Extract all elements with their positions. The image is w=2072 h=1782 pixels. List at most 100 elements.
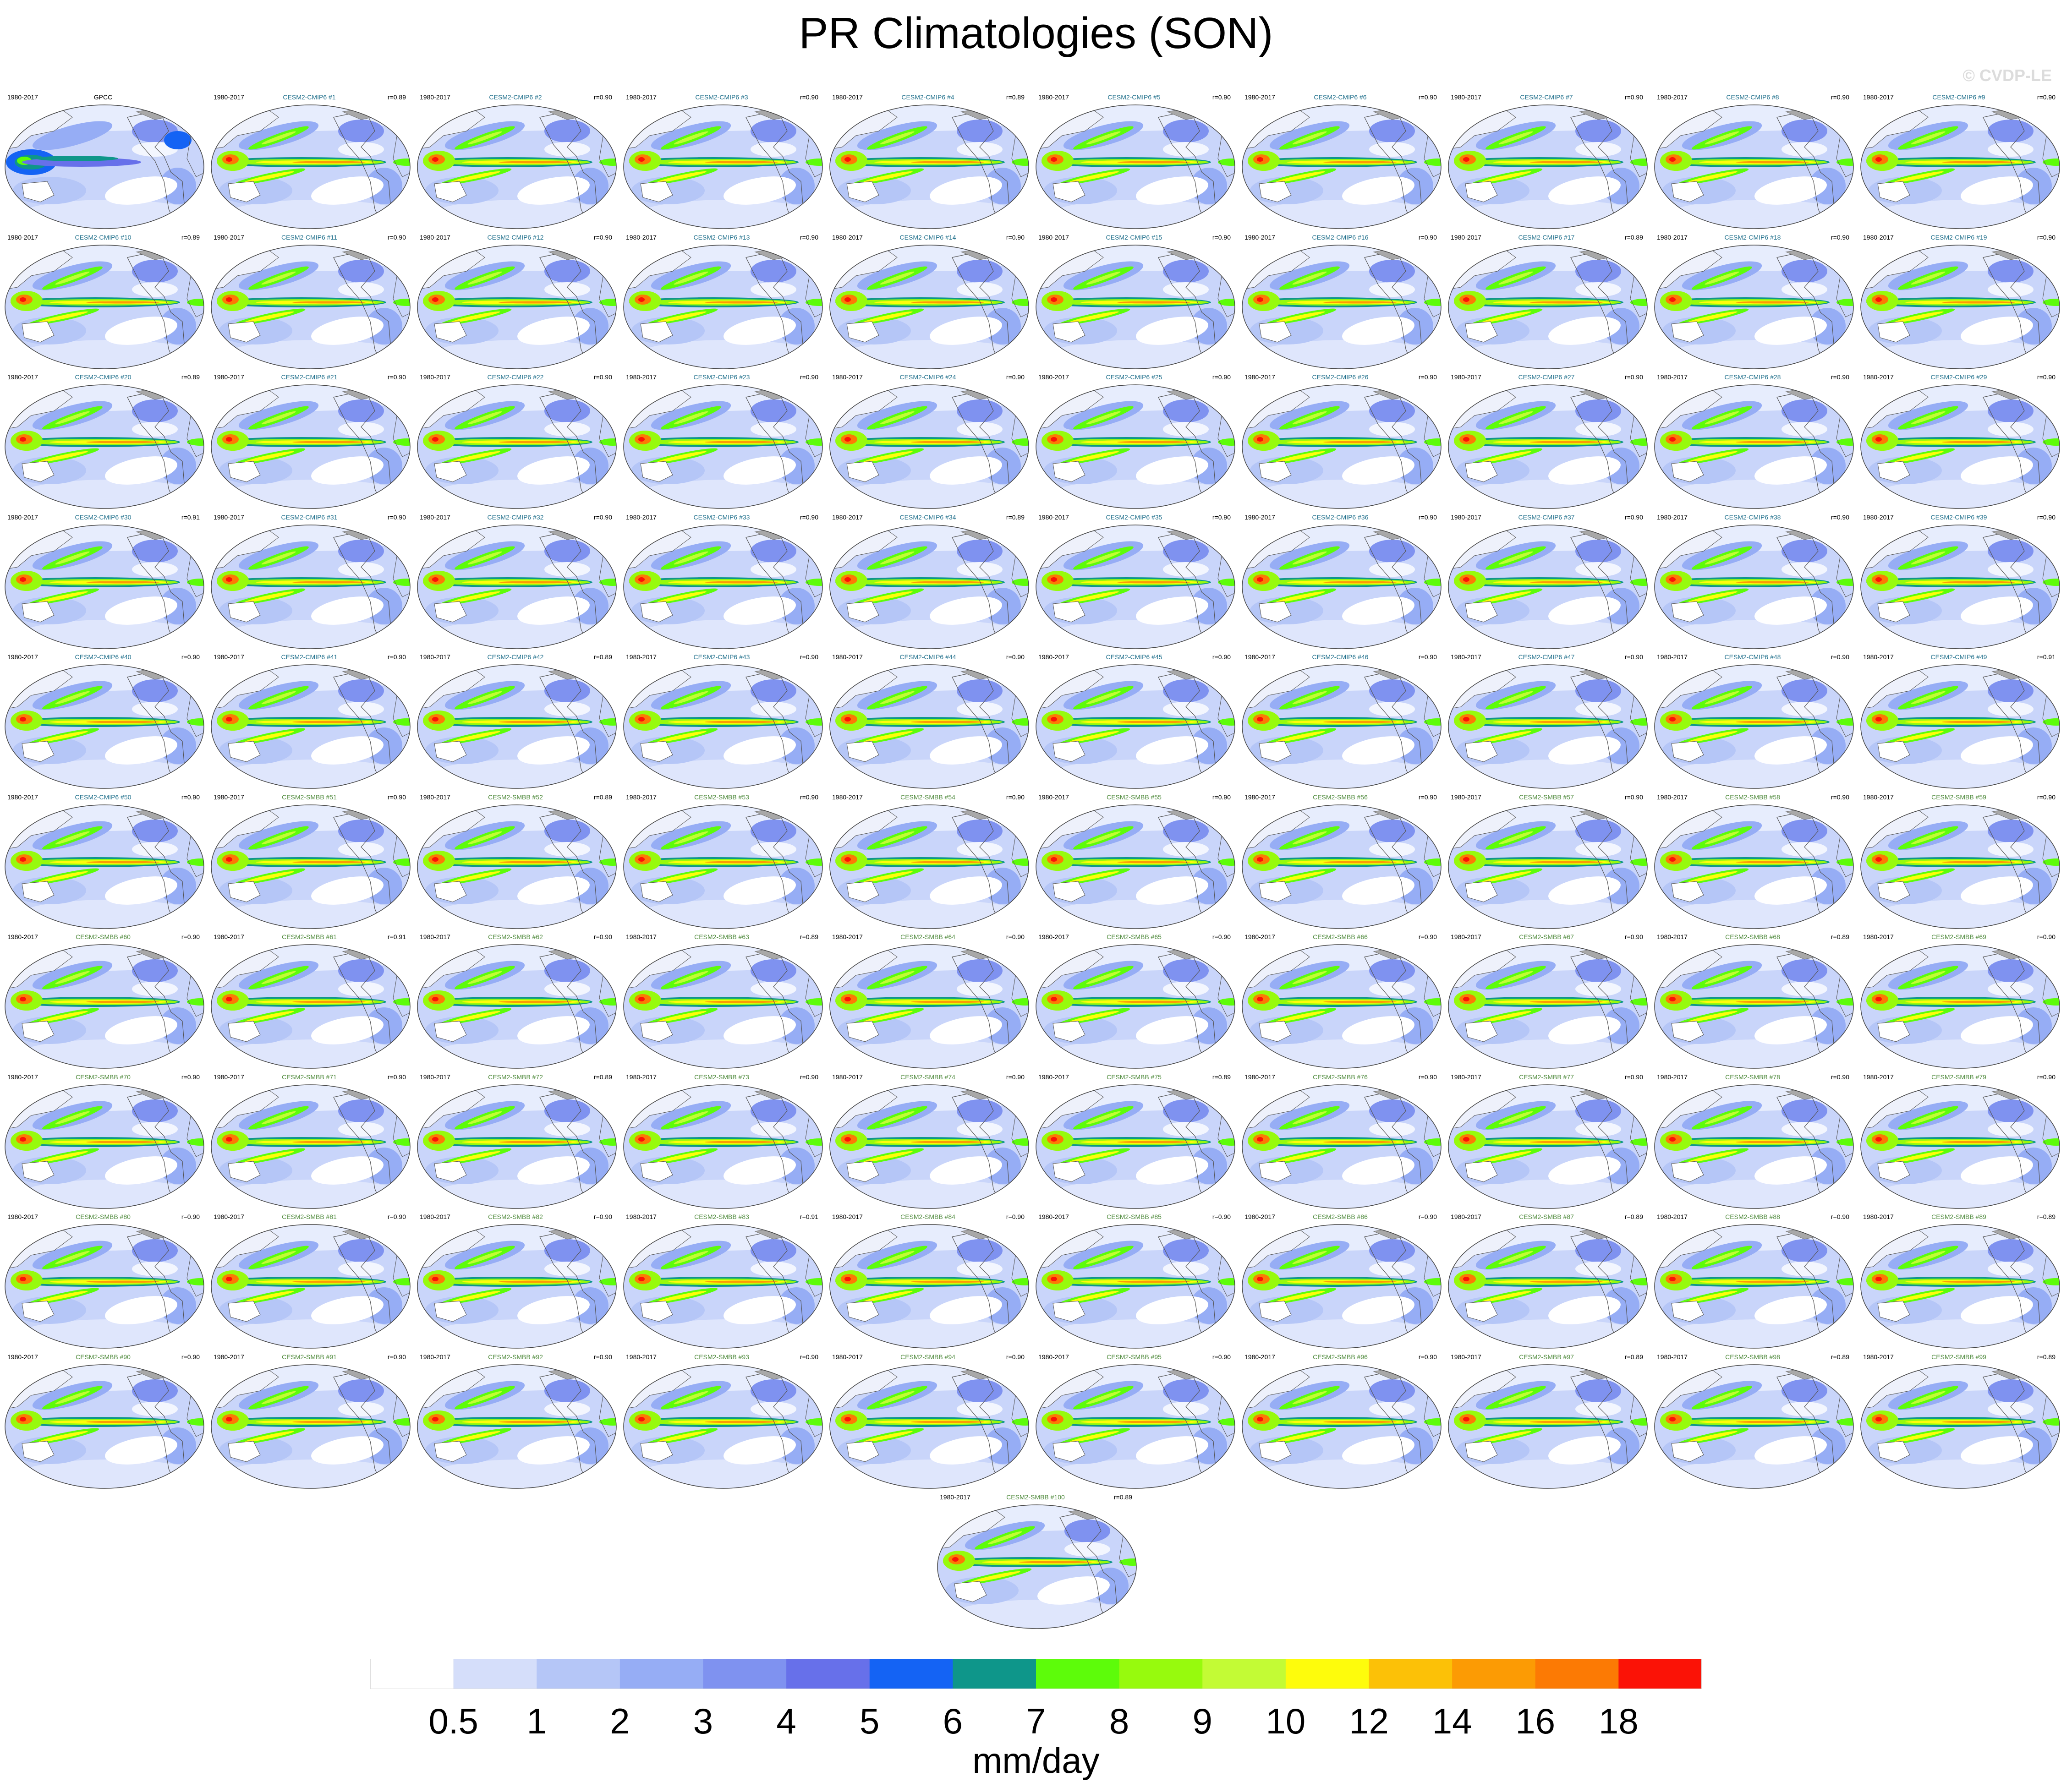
panel-correlation: r=0.89 [800,933,818,940]
map-panel: 1980-2017 CESM2-SMBB #58 r=0.90 [1650,793,1856,931]
panel-period: 1980-2017 [214,1213,244,1220]
panel-correlation: r=0.90 [1212,1213,1231,1220]
panel-period: 1980-2017 [1038,793,1069,801]
panel-correlation: r=0.90 [2037,373,2056,381]
panel-correlation: r=0.90 [1418,1073,1437,1081]
panel-correlation: r=0.90 [1624,653,1643,661]
panel-period: 1980-2017 [214,1073,244,1081]
panel-title: CESM2-SMBB #83 [694,1213,749,1220]
panel-title: CESM2-CMIP6 #27 [1518,373,1575,381]
colorbar-tick-label: 3 [693,1701,713,1741]
map-panel: 1980-2017 CESM2-SMBB #84 r=0.90 [825,1213,1031,1350]
map-panel: 1980-2017 CESM2-SMBB #71 r=0.90 [206,1073,412,1211]
precip-map [417,524,617,649]
map-panel: 1980-2017 CESM2-CMIP6 #44 r=0.90 [825,653,1031,791]
precip-map [1036,1364,1235,1489]
precip-map [829,524,1029,649]
panel-period: 1980-2017 [1657,1353,1688,1361]
precip-map [1860,1224,2060,1349]
panel-correlation: r=0.90 [1624,933,1643,940]
precip-map [937,1504,1137,1629]
panel-correlation: r=0.90 [387,793,406,801]
panel-correlation: r=0.90 [1006,1073,1025,1081]
map-panel: 1980-2017 CESM2-CMIP6 #41 r=0.90 [206,653,412,791]
precip-map [1654,1224,1854,1349]
panel-period: 1980-2017 [420,93,450,101]
panel-correlation: r=0.89 [2037,1213,2056,1220]
panel-title: CESM2-CMIP6 #14 [899,233,956,241]
precip-map [1036,104,1235,229]
map-panel: 1980-2017 CESM2-CMIP6 #7 r=0.90 [1443,93,1650,231]
map-panel: 1980-2017 CESM2-CMIP6 #46 r=0.90 [1237,653,1443,791]
panel-correlation: r=0.90 [1006,373,1025,381]
panel-correlation: r=0.90 [1006,933,1025,940]
panel-title: CESM2-CMIP6 #50 [75,793,132,801]
map-panel: 1980-2017 CESM2-CMIP6 #11 r=0.90 [206,234,412,371]
panel-period: 1980-2017 [1244,513,1275,521]
panel-period: 1980-2017 [1038,1213,1069,1220]
map-panel: 1980-2017 CESM2-SMBB #74 r=0.90 [825,1073,1031,1211]
colorbar-swatch [703,1659,787,1689]
panel-correlation: r=0.90 [1212,653,1231,661]
colorbar-tick-label: 7 [1026,1701,1046,1741]
panel-correlation: r=0.89 [1624,1353,1643,1361]
map-panel: 1980-2017 CESM2-SMBB #55 r=0.90 [1031,793,1237,931]
panel-title: CESM2-CMIP6 #19 [1930,233,1987,241]
panel-title: CESM2-CMIP6 #8 [1726,93,1779,101]
map-panel: 1980-2017 CESM2-CMIP6 #40 r=0.90 [0,653,206,791]
panel-period: 1980-2017 [7,1213,38,1220]
map-panel: 1980-2017 CESM2-CMIP6 #5 r=0.90 [1031,93,1237,231]
panel-title: CESM2-CMIP6 #46 [1312,653,1369,661]
panel-period: 1980-2017 [1451,93,1481,101]
precip-map [1860,944,2060,1069]
panel-title: CESM2-CMIP6 #35 [1106,513,1162,521]
precip-map [1654,384,1854,509]
panel-title: CESM2-CMIP6 #48 [1724,653,1781,661]
panel-title: CESM2-CMIP6 #32 [487,513,544,521]
map-panel: 1980-2017 CESM2-SMBB #93 r=0.90 [619,1353,825,1491]
precip-map [5,1364,204,1489]
map-panel: 1980-2017 CESM2-SMBB #54 r=0.90 [825,793,1031,931]
precip-map [623,804,823,929]
panel-title: CESM2-SMBB #58 [1725,793,1780,801]
colorbar-units: mm/day [972,1740,1100,1781]
panel-correlation: r=0.89 [181,373,200,381]
panel-title: CESM2-CMIP6 #40 [75,653,132,661]
map-panel: 1980-2017 CESM2-CMIP6 #10 r=0.89 [0,234,206,371]
panel-title: CESM2-CMIP6 #10 [75,233,132,241]
map-panel: 1980-2017 CESM2-CMIP6 #14 r=0.90 [825,234,1031,371]
map-panel: 1980-2017 CESM2-SMBB #77 r=0.90 [1443,1073,1650,1211]
panel-title: CESM2-CMIP6 #16 [1312,233,1369,241]
map-panel: 1980-2017 CESM2-SMBB #95 r=0.90 [1031,1353,1237,1491]
map-panel: 1980-2017 CESM2-SMBB #100 r=0.89 [932,1493,1139,1631]
panel-title: CESM2-SMBB #66 [1313,933,1368,940]
panel-title: CESM2-SMBB #79 [1931,1073,1986,1081]
panel-title: CESM2-CMIP6 #1 [283,93,336,101]
panel-period: 1980-2017 [7,513,38,521]
panel-correlation: r=0.89 [387,93,406,101]
panel-period: 1980-2017 [7,373,38,381]
map-panel: 1980-2017 CESM2-CMIP6 #36 r=0.90 [1237,514,1443,651]
precip-map [1654,944,1854,1069]
panel-title: CESM2-CMIP6 #38 [1724,513,1781,521]
panel-period: 1980-2017 [1038,653,1069,661]
panel-period: 1980-2017 [7,933,38,940]
map-panel: 1980-2017 CESM2-SMBB #96 r=0.90 [1237,1353,1443,1491]
map-panel: 1980-2017 CESM2-SMBB #83 r=0.91 [619,1213,825,1350]
map-panel: 1980-2017 CESM2-SMBB #64 r=0.90 [825,933,1031,1071]
panel-correlation: r=0.89 [2037,1353,2056,1361]
precip-map [1242,384,1442,509]
panel-period: 1980-2017 [1244,233,1275,241]
map-panel: 1980-2017 CESM2-CMIP6 #33 r=0.90 [619,514,825,651]
panel-correlation: r=0.90 [387,1213,406,1220]
colorbar [370,1659,1702,1689]
panel-title: CESM2-SMBB #84 [900,1213,955,1220]
precip-map [211,664,411,789]
panel-title: CESM2-SMBB #85 [1107,1213,1162,1220]
panel-period: 1980-2017 [626,1073,657,1081]
panel-period: 1980-2017 [1863,513,1894,521]
precip-map [829,944,1029,1069]
map-panel: 1980-2017 CESM2-CMIP6 #2 r=0.90 [412,93,619,231]
map-panel: 1980-2017 CESM2-CMIP6 #16 r=0.90 [1237,234,1443,371]
map-panel: 1980-2017 CESM2-CMIP6 #21 r=0.90 [206,373,412,511]
